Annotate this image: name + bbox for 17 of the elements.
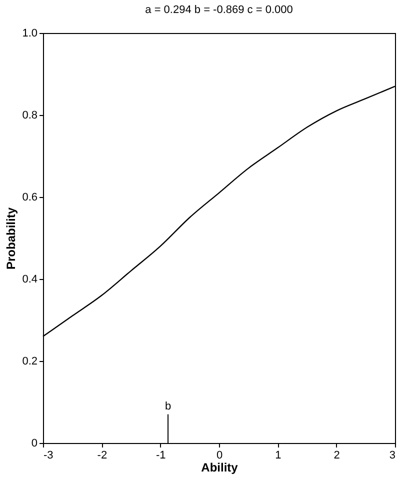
chart-title: a = 0.294 b = -0.869 c = 0.000 — [145, 4, 293, 16]
y-axis-title: Probability — [4, 207, 18, 270]
y-tick-label: 0.2 — [22, 356, 38, 368]
y-tick-label: 0.4 — [22, 274, 38, 286]
x-axis-title: Ability — [201, 460, 238, 474]
x-tick-label: 3 — [389, 450, 396, 462]
x-tick-label: 1 — [275, 450, 282, 462]
x-tick-label: -2 — [97, 450, 108, 462]
x-tick-label: -3 — [44, 450, 54, 462]
x-tick-label: 2 — [334, 450, 340, 462]
y-tick-label: 1.0 — [22, 28, 38, 40]
y-tick-label: 0 — [31, 438, 38, 450]
ref-line-label: b — [164, 400, 172, 412]
y-tick-label: 0.8 — [22, 110, 38, 122]
x-tick-label: 0 — [216, 450, 223, 462]
y-tick-label: 0.6 — [22, 192, 38, 204]
x-tick-label: -1 — [156, 450, 166, 462]
